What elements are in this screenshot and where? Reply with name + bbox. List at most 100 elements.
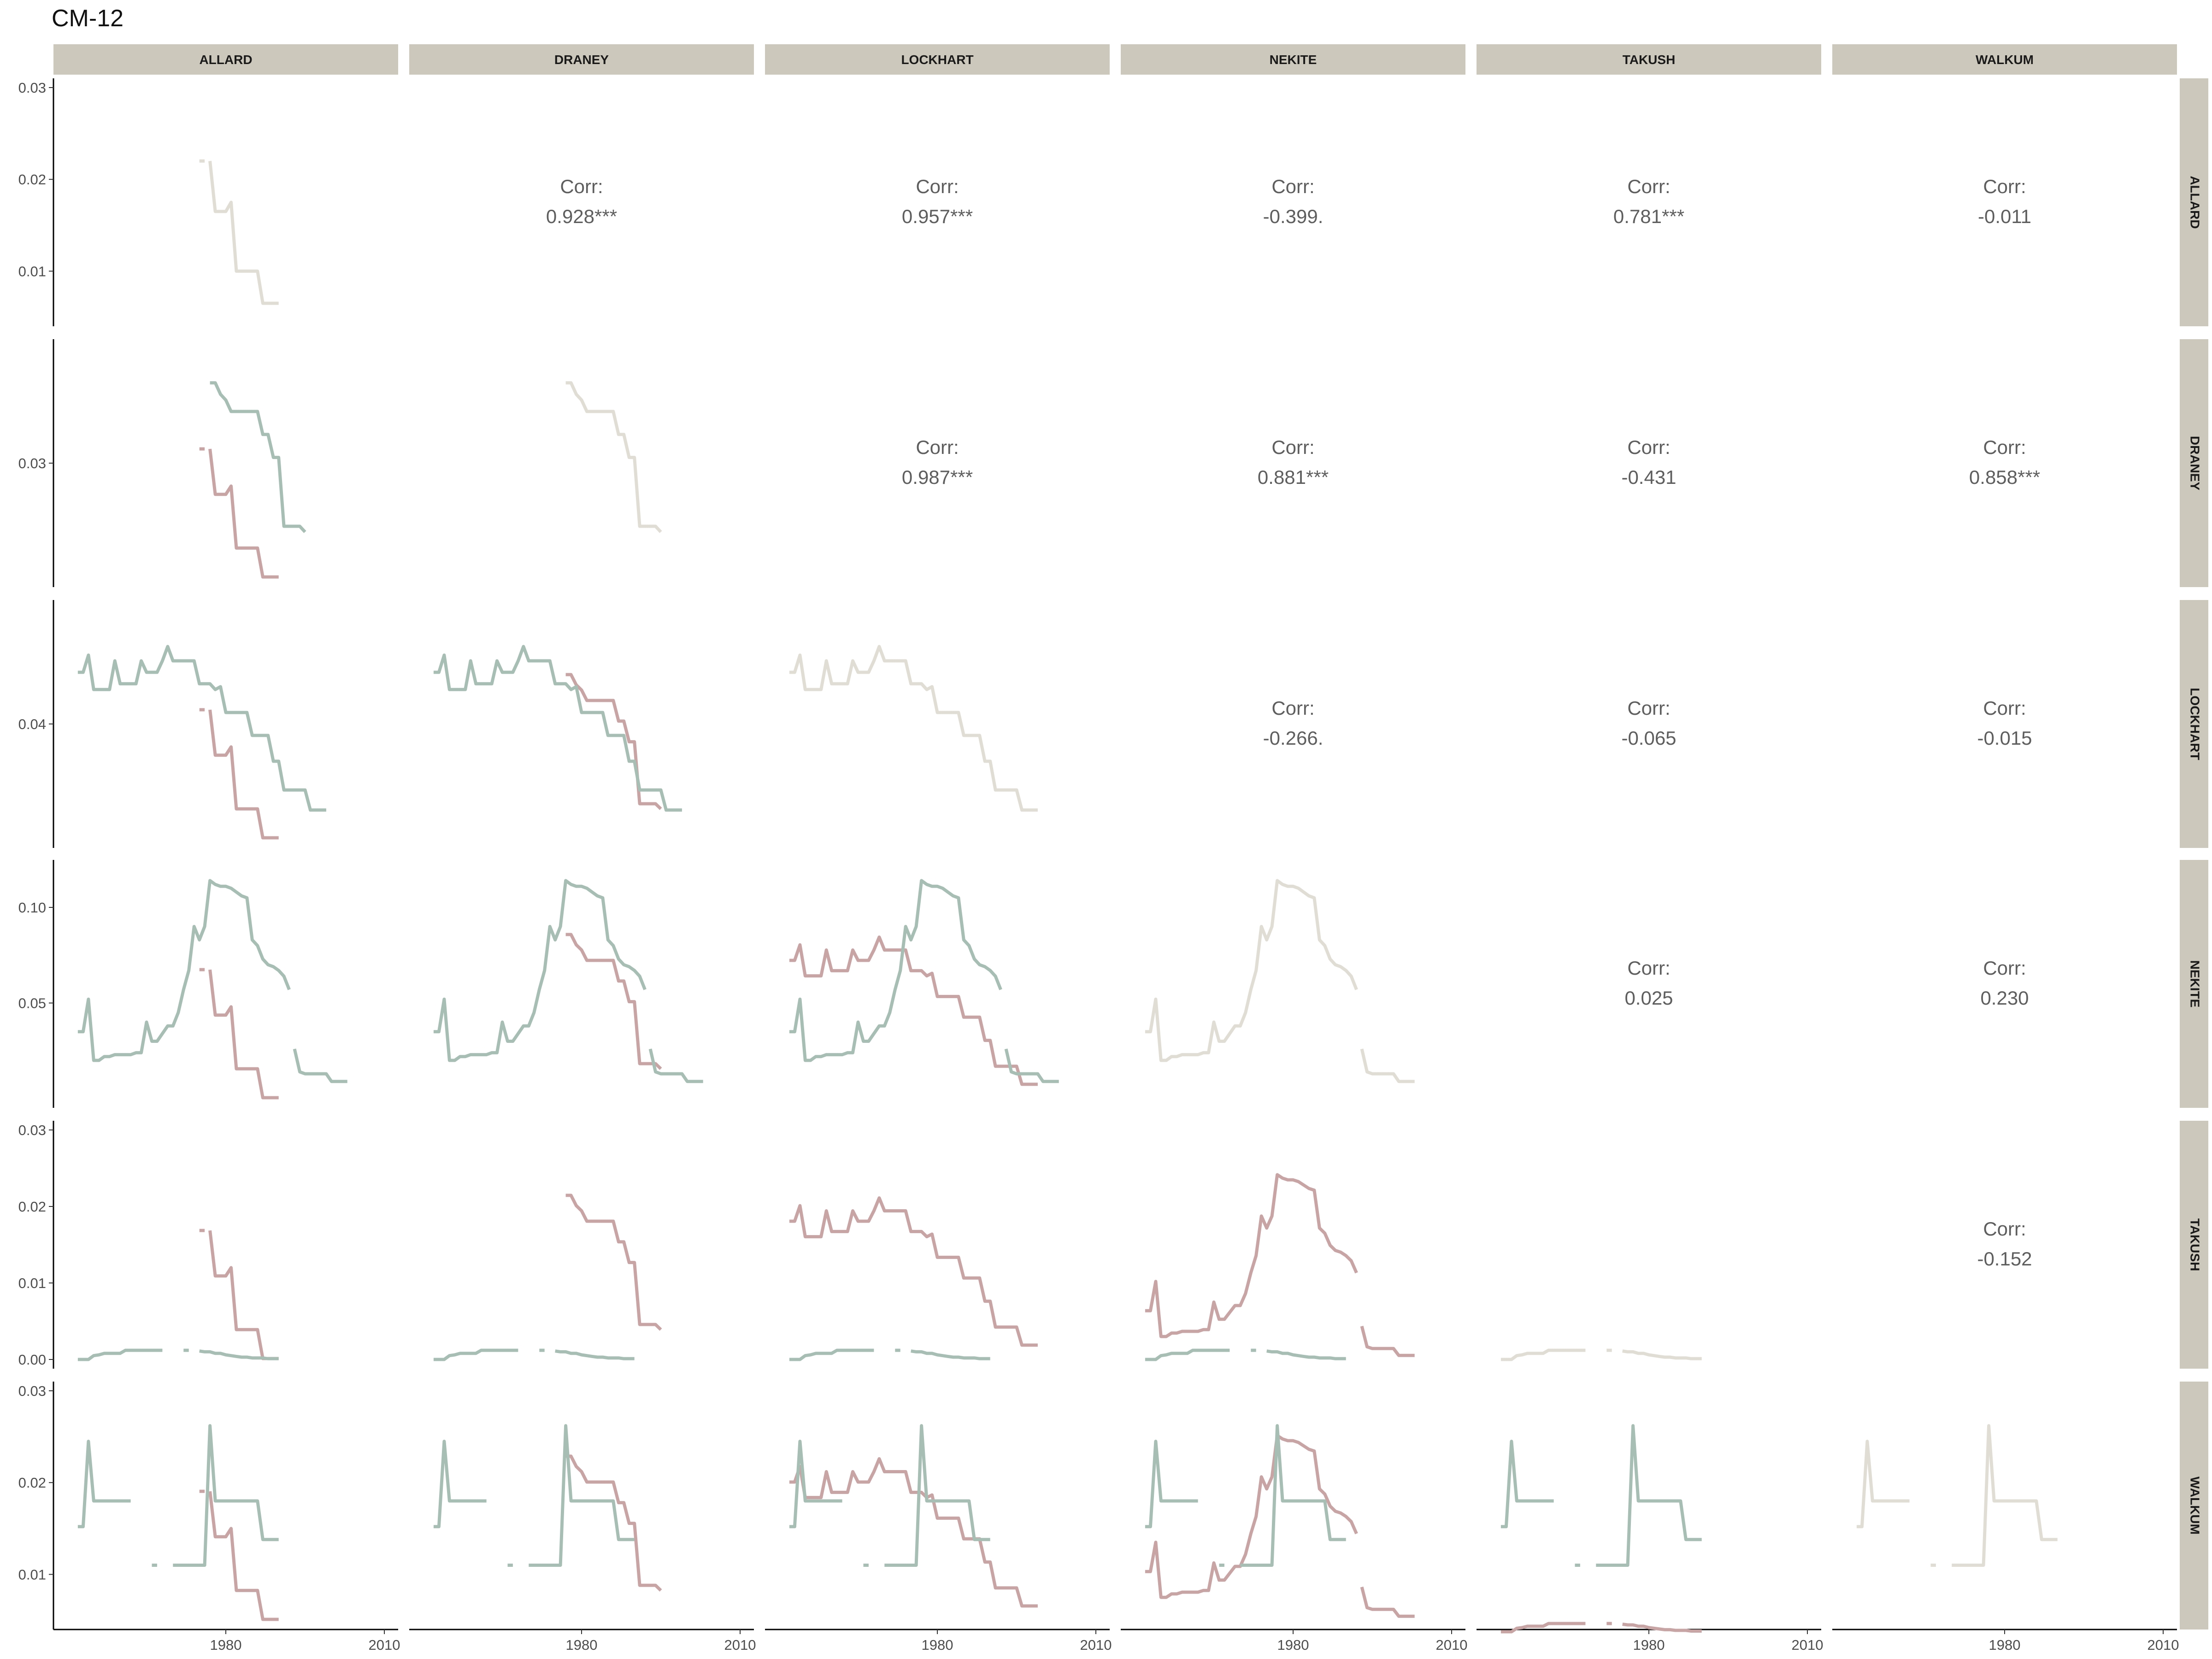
corr-value-draney-nekite: 0.881*** [1258, 466, 1329, 488]
series-line-lockhart-draney-row [434, 647, 682, 810]
corr-value-takush-walkum: -0.152 [1977, 1248, 2032, 1270]
series-line-draney-allard-col [200, 449, 279, 577]
corr-value-draney-takush: -0.431 [1621, 466, 1676, 488]
y-tick-label-takush-3: 0.00 [18, 1352, 46, 1368]
corr-label-lockhart-walkum: Corr: [1983, 697, 2026, 719]
series-line-walkum-nekite-row [1145, 1426, 1346, 1565]
series-line-walkum-takush-col [1501, 1624, 1702, 1632]
x-tick-label-nekite-1: 2010 [1436, 1637, 1468, 1653]
corr-value-allard-draney: 0.928*** [546, 206, 617, 227]
corr-value-allard-nekite: -0.399. [1263, 206, 1324, 227]
y-tick-label-walkum-0: 0.03 [18, 1383, 46, 1399]
corr-label-allard-lockhart: Corr: [916, 176, 959, 197]
column-strip-label-takush: TAKUSH [1623, 53, 1676, 67]
diagonal-line-lockhart [789, 647, 1038, 810]
series-line-nekite-draney-col [566, 935, 661, 1069]
x-tick-label-walkum-1: 2010 [2147, 1637, 2179, 1653]
series-line-takush-lockhart-col [789, 1198, 1038, 1345]
row-strip-label-walkum: WALKUM [2188, 1477, 2202, 1535]
column-strip-label-walkum: WALKUM [1976, 53, 2034, 67]
x-tick-label-allard-1: 2010 [369, 1637, 400, 1653]
x-tick-label-draney-0: 1980 [566, 1637, 598, 1653]
corr-value-draney-lockhart: 0.987*** [902, 466, 973, 488]
corr-label-lockhart-nekite: Corr: [1271, 697, 1314, 719]
y-tick-label-takush-1: 0.02 [18, 1199, 46, 1215]
x-tick-label-draney-1: 2010 [724, 1637, 756, 1653]
column-strip-label-draney: DRANEY [554, 53, 609, 67]
x-tick-label-takush-0: 1980 [1633, 1637, 1665, 1653]
series-line-walkum-takush-row [1501, 1426, 1702, 1565]
series-line-nekite-lockhart-col [789, 937, 1038, 1084]
series-line-takush-allard-row [78, 1350, 279, 1359]
y-tick-label-walkum-2: 0.01 [18, 1566, 46, 1583]
x-tick-label-allard-0: 1980 [210, 1637, 242, 1653]
x-tick-label-takush-1: 2010 [1792, 1637, 1824, 1653]
series-line-takush-draney-col [566, 1195, 661, 1330]
y-tick-label-allard-2: 0.01 [18, 263, 46, 279]
corr-value-lockhart-takush: -0.065 [1621, 727, 1676, 749]
corr-label-draney-takush: Corr: [1627, 436, 1670, 458]
corr-value-draney-walkum: 0.858*** [1969, 466, 2040, 488]
series-line-nekite-allard-col [200, 970, 279, 1098]
y-tick-label-takush-2: 0.01 [18, 1275, 46, 1291]
corr-value-allard-takush: 0.781*** [1613, 206, 1684, 227]
row-strip-label-lockhart: LOCKHART [2188, 688, 2202, 760]
corr-label-nekite-walkum: Corr: [1983, 957, 2026, 979]
corr-value-nekite-takush: 0.025 [1624, 987, 1673, 1009]
corr-label-allard-nekite: Corr: [1271, 176, 1314, 197]
series-line-takush-nekite-col [1145, 1175, 1415, 1355]
x-tick-label-nekite-0: 1980 [1277, 1637, 1309, 1653]
corr-label-nekite-takush: Corr: [1627, 957, 1670, 979]
series-line-takush-draney-row [434, 1350, 635, 1359]
corr-label-draney-nekite: Corr: [1271, 436, 1314, 458]
corr-label-allard-walkum: Corr: [1983, 176, 2026, 197]
corr-value-lockhart-nekite: -0.266. [1263, 727, 1324, 749]
corr-label-allard-draney: Corr: [560, 176, 603, 197]
series-line-takush-lockhart-row [789, 1350, 990, 1359]
y-tick-label-draney-0: 0.03 [18, 455, 46, 471]
corr-value-allard-walkum: -0.011 [1978, 206, 2031, 227]
series-line-walkum-allard-col [200, 1491, 279, 1619]
y-tick-label-takush-0: 0.03 [18, 1122, 46, 1138]
series-line-takush-allard-col [200, 1230, 279, 1359]
x-tick-label-lockhart-1: 2010 [1080, 1637, 1112, 1653]
diagonal-line-draney [566, 383, 661, 532]
y-tick-label-nekite-1: 0.05 [18, 995, 46, 1012]
column-strip-label-lockhart: LOCKHART [901, 53, 973, 67]
x-tick-label-walkum-0: 1980 [1989, 1637, 2021, 1653]
series-line-takush-nekite-row [1145, 1350, 1346, 1359]
series-line-walkum-allard-row [78, 1426, 279, 1565]
corr-value-nekite-walkum: 0.230 [1980, 987, 2029, 1009]
y-tick-label-allard-0: 0.03 [18, 80, 46, 96]
series-line-walkum-draney-col [566, 1456, 661, 1590]
series-line-walkum-lockhart-row [789, 1426, 990, 1565]
row-strip-label-allard: ALLARD [2188, 176, 2202, 229]
diagonal-line-takush [1501, 1350, 1702, 1359]
row-strip-label-nekite: NEKITE [2188, 960, 2202, 1008]
column-strip-label-nekite: NEKITE [1270, 53, 1317, 67]
corr-label-draney-lockhart: Corr: [916, 436, 959, 458]
series-line-lockhart-allard-col [200, 710, 279, 838]
x-tick-label-lockhart-0: 1980 [922, 1637, 953, 1653]
y-tick-label-nekite-0: 0.10 [18, 900, 46, 916]
series-line-lockhart-allard-row [78, 647, 326, 810]
diagonal-line-allard [200, 161, 279, 303]
series-line-nekite-lockhart-row [789, 881, 1059, 1082]
corr-label-allard-takush: Corr: [1627, 176, 1670, 197]
row-strip-label-takush: TAKUSH [2188, 1218, 2202, 1271]
y-tick-label-lockhart-0: 0.04 [18, 716, 46, 732]
series-line-walkum-lockhart-col [789, 1459, 1038, 1606]
diagonal-line-nekite [1145, 881, 1415, 1082]
series-line-walkum-draney-row [434, 1426, 635, 1565]
series-line-draney-allard-row [210, 383, 305, 532]
corr-label-lockhart-takush: Corr: [1627, 697, 1670, 719]
corr-value-allard-lockhart: 0.957*** [902, 206, 973, 227]
corr-value-lockhart-walkum: -0.015 [1977, 727, 2032, 749]
diagonal-line-walkum [1857, 1426, 2058, 1565]
y-tick-label-walkum-1: 0.02 [18, 1475, 46, 1491]
corr-label-takush-walkum: Corr: [1983, 1218, 2026, 1240]
row-strip-label-draney: DRANEY [2188, 436, 2202, 491]
column-strip-label-allard: ALLARD [199, 53, 252, 67]
y-tick-label-allard-1: 0.02 [18, 171, 46, 188]
